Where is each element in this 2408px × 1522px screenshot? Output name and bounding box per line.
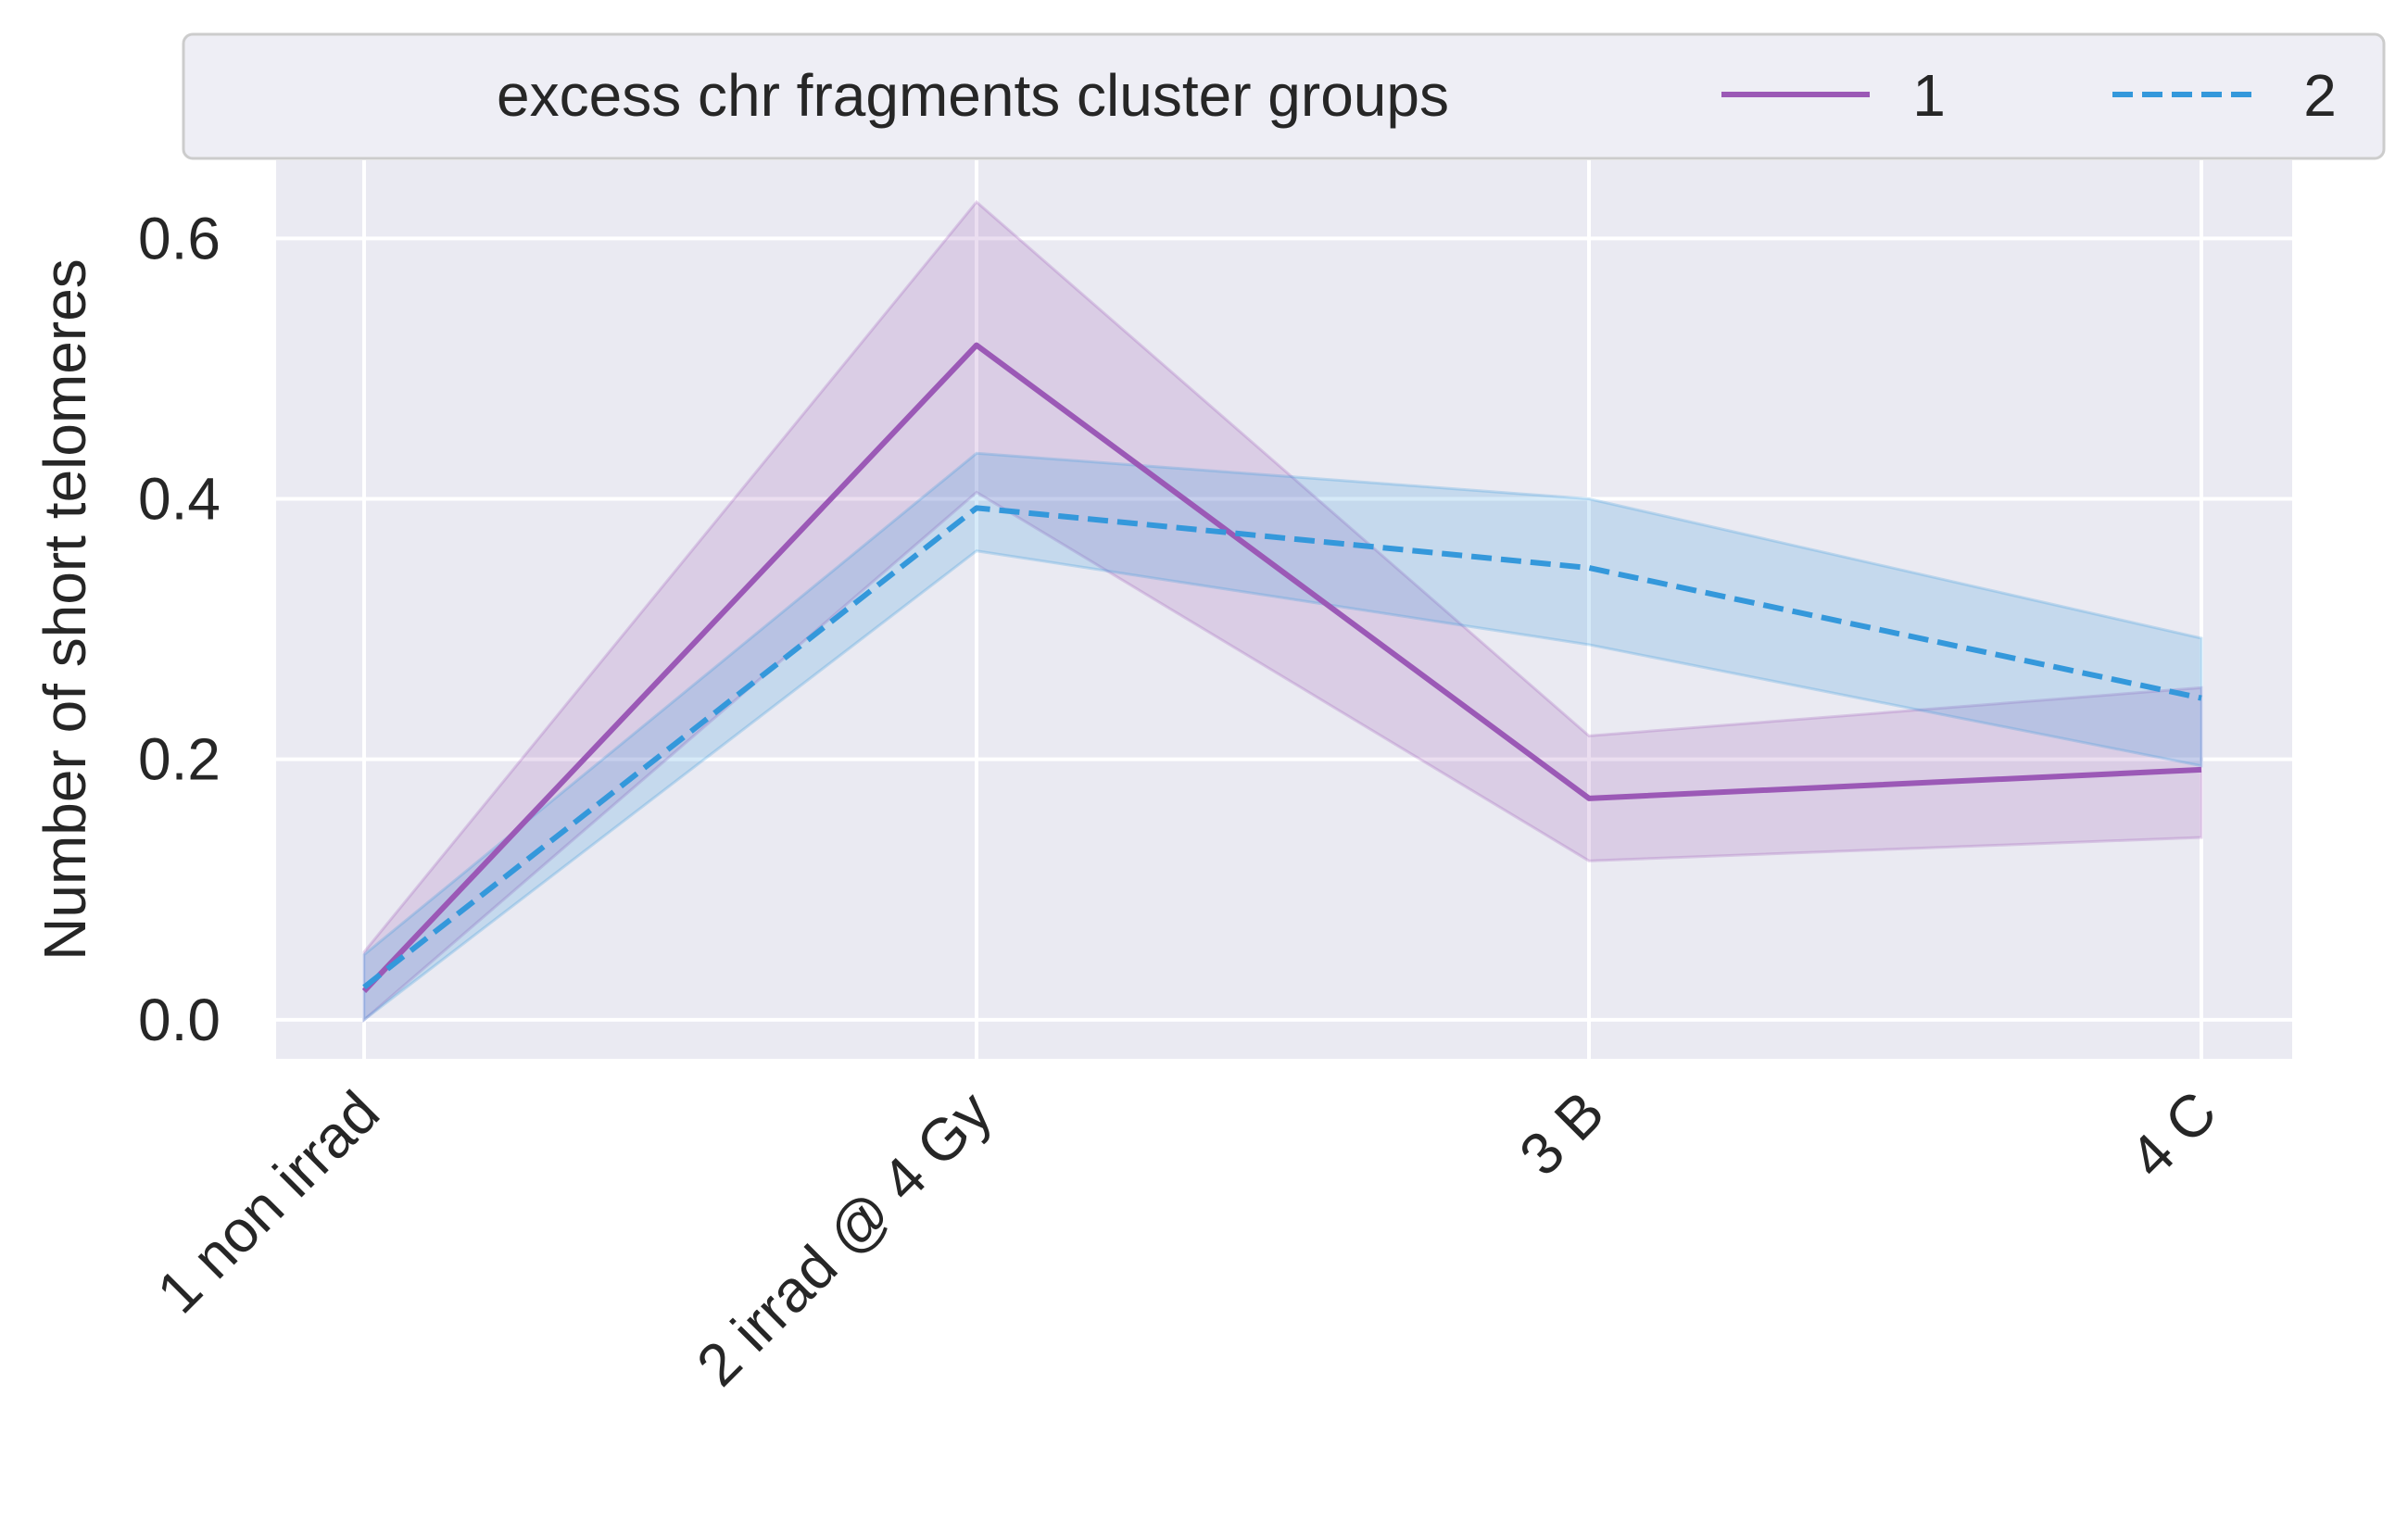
y-axis-label: Number of short telomeres xyxy=(32,258,98,961)
series-2-line xyxy=(362,505,2202,990)
y-tick-label: 0.2 xyxy=(138,726,221,793)
series-2-ci-band xyxy=(362,451,2203,1023)
x-tick-label: 4 C xyxy=(2117,1078,2229,1190)
plot-area xyxy=(276,160,2292,1059)
legend-label-1: 1 xyxy=(1912,62,1946,129)
y-tick-label: 0.6 xyxy=(138,205,221,271)
y-tick-label: 0.4 xyxy=(138,466,221,533)
x-tick-label: 1 non irrad xyxy=(145,1078,392,1326)
x-tick-label: 2 irrad @ 4 Gy xyxy=(684,1078,1004,1399)
y-tick-label: 0.0 xyxy=(138,987,221,1053)
series-lines xyxy=(361,342,2202,993)
legend-frame xyxy=(182,32,2386,160)
x-tick-label: 3 B xyxy=(1507,1078,1617,1189)
grid xyxy=(276,160,2292,1059)
confidence-bands xyxy=(362,199,2203,1024)
series-1-line xyxy=(361,342,2202,993)
legend-title: excess chr fragments cluster groups xyxy=(497,62,1449,129)
legend-label-2: 2 xyxy=(2303,62,2337,129)
series-1-ci-band xyxy=(362,199,2203,1024)
y-tick-labels: 0.0 0.2 0.4 0.6 xyxy=(138,205,221,1052)
x-tick-labels: 1 non irrad 2 irrad @ 4 Gy 3 B 4 C xyxy=(145,1078,2229,1399)
